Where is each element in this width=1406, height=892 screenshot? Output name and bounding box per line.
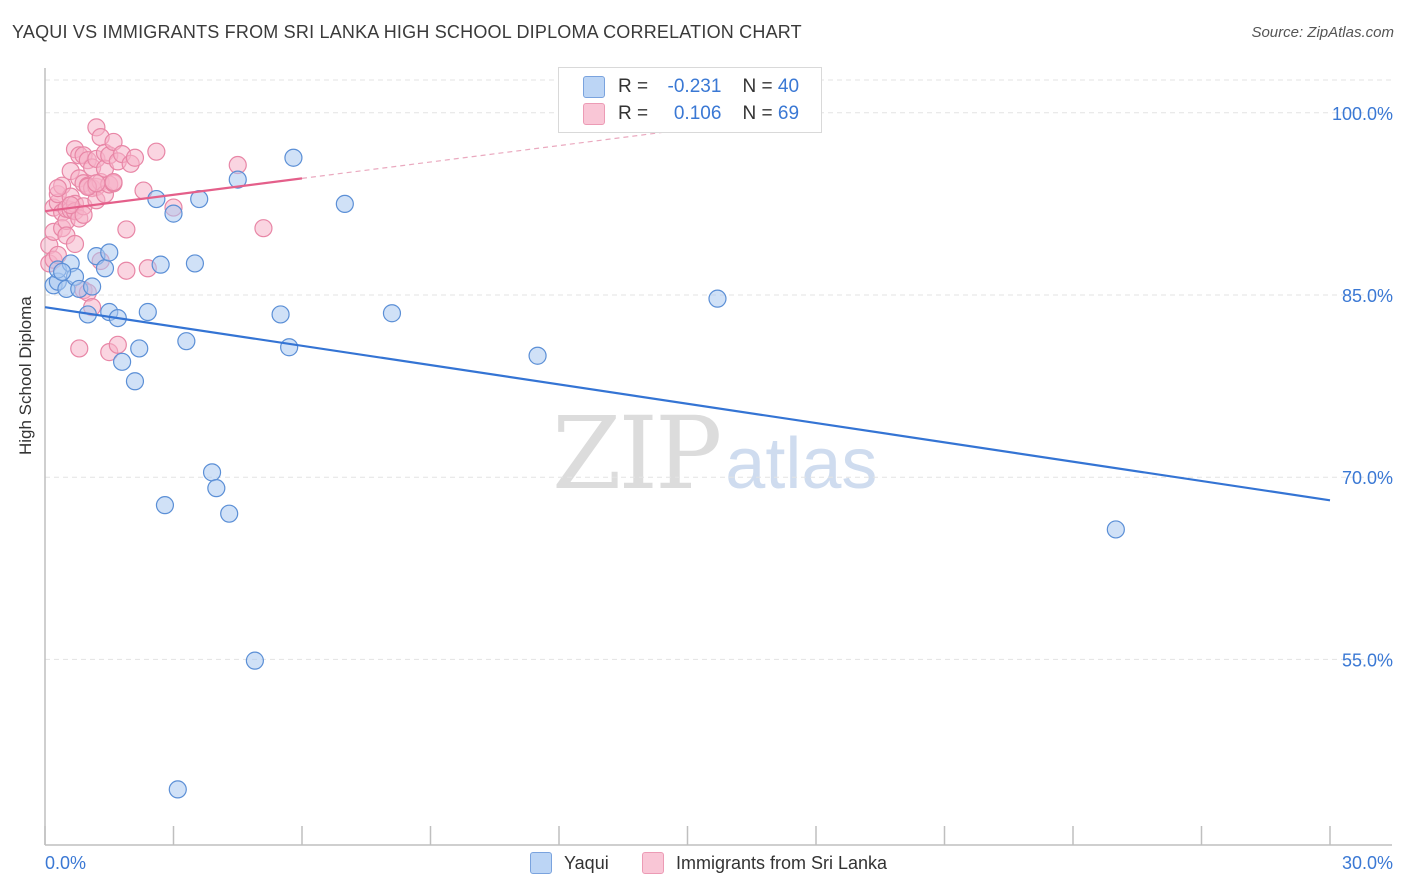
yaqui-point [53, 262, 72, 282]
y-axis-label: High School Diploma [16, 296, 35, 455]
watermark-zip: ZIP [552, 395, 722, 512]
srilanka-point [48, 179, 67, 198]
yaqui-point [284, 148, 303, 167]
srilanka-trend-line [44, 177, 303, 213]
srilanka-point [108, 335, 127, 354]
srilanka-swatch [583, 103, 605, 125]
yaqui-n-value: 40 [777, 76, 800, 97]
srilanka-point [117, 261, 136, 280]
y-tick-label: 85.0% [1342, 286, 1393, 306]
x-tick-label: 0.0% [45, 853, 86, 873]
srilanka-point [125, 148, 145, 167]
yaqui-point [83, 277, 102, 296]
yaqui-point [708, 289, 727, 308]
yaqui-point [220, 504, 239, 523]
yaqui-point [1106, 520, 1125, 539]
yaqui-point [271, 305, 290, 324]
srilanka-point [87, 174, 106, 193]
y-tick-label: 55.0% [1342, 650, 1393, 670]
n-label: N = [742, 76, 773, 97]
srilanka-legend-swatch [642, 852, 664, 874]
yaqui-point [125, 372, 145, 391]
srilanka-point [70, 339, 89, 358]
n-label: N = [742, 103, 773, 124]
yaqui-point [95, 259, 115, 278]
srilanka-r-value: 0.106 [673, 103, 722, 124]
yaqui-point [382, 304, 402, 323]
yaqui-point [138, 302, 157, 322]
yaqui-point [185, 254, 205, 273]
r-label: R = [618, 103, 649, 124]
yaqui-point [207, 479, 226, 498]
srilanka-point [74, 205, 93, 224]
srilanka-n-value: 69 [777, 103, 800, 124]
yaqui-point [155, 496, 175, 515]
watermark: ZIPatlas [552, 395, 877, 512]
source-label: Source: ZipAtlas.com [1251, 24, 1394, 41]
yaqui-legend-label: Yaqui [564, 852, 609, 873]
yaqui-point [228, 170, 247, 189]
yaqui-swatch [583, 76, 605, 98]
bottom-legend-yaqui[interactable]: Yaqui [530, 852, 609, 874]
yaqui-legend-swatch [530, 852, 552, 874]
bottom-legend-srilanka[interactable]: Immigrants from Sri Lanka [642, 852, 887, 874]
srilanka-point [104, 172, 123, 192]
yaqui-point [335, 194, 354, 214]
chart-title: YAQUI VS IMMIGRANTS FROM SRI LANKA HIGH … [12, 22, 802, 42]
yaqui-point [147, 189, 166, 209]
legend-row-yaqui: R = -0.231 N = 40 [583, 74, 799, 100]
yaqui-point [280, 338, 299, 357]
srilanka-point [254, 219, 273, 238]
x-tick-label: 30.0% [1342, 853, 1393, 873]
y-tick-label: 100.0% [1332, 104, 1393, 124]
yaqui-point [202, 463, 222, 482]
yaqui-point [245, 651, 264, 670]
yaqui-point [112, 352, 132, 371]
srilanka-legend-label: Immigrants from Sri Lanka [676, 852, 888, 873]
legend-row-srilanka: R = 0.106 N = 69 [583, 101, 799, 127]
yaqui-r-value: -0.231 [667, 76, 722, 97]
yaqui-point [168, 780, 187, 799]
yaqui-point [164, 204, 183, 223]
srilanka-point [117, 220, 136, 239]
yaqui-point [528, 346, 547, 365]
stats-legend: R = -0.231 N = 40 R = 0.106 N = 69 [558, 67, 822, 133]
srilanka-point [65, 234, 85, 254]
watermark-atlas: atlas [725, 424, 878, 504]
yaqui-point [100, 243, 119, 262]
y-tick-label: 70.0% [1342, 468, 1393, 488]
yaqui-trend-line [44, 306, 1331, 502]
yaqui-point [130, 339, 149, 358]
yaqui-point [151, 255, 170, 274]
r-label: R = [618, 76, 649, 97]
yaqui-point [177, 332, 196, 351]
srilanka-point [147, 142, 166, 161]
